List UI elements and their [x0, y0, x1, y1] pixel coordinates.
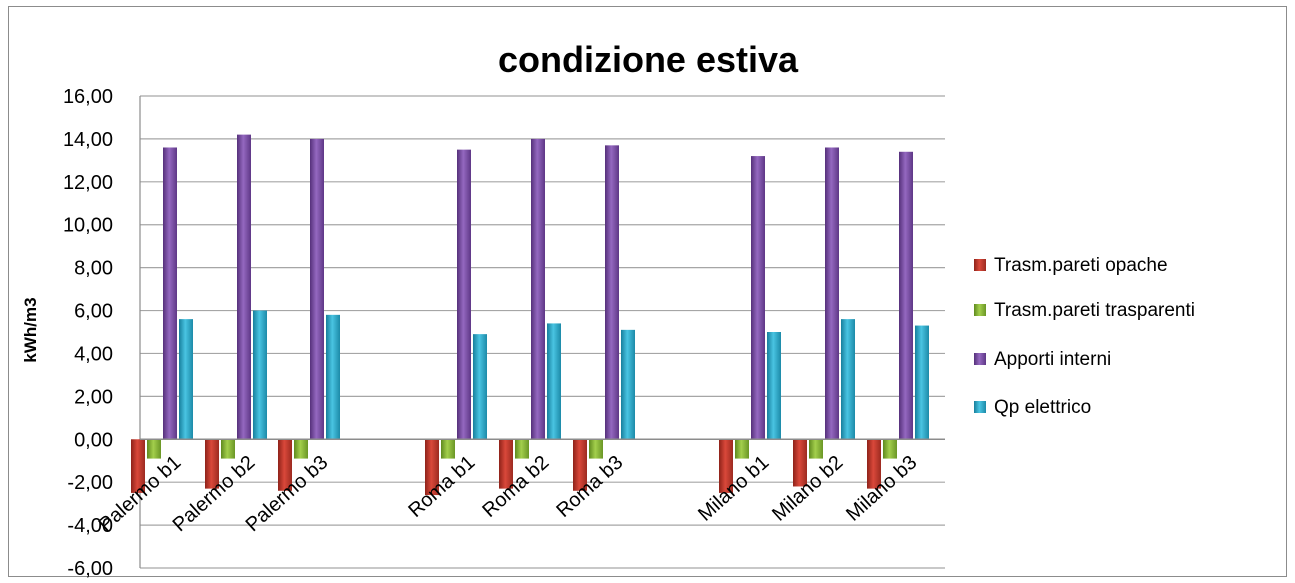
legend: Trasm.pareti opache Trasm.pareti traspare…	[974, 255, 1195, 418]
y-tick-label: 16,00	[63, 86, 113, 108]
legend-swatch	[974, 353, 986, 365]
legend-swatch	[974, 304, 986, 316]
bar	[531, 138, 545, 440]
legend-label: Apporti interni	[994, 349, 1111, 370]
bar	[205, 439, 219, 489]
bar	[809, 439, 823, 459]
bar	[457, 149, 471, 440]
bar	[131, 439, 145, 493]
bars	[131, 134, 929, 496]
chart-title: condizione estiva	[498, 39, 799, 80]
y-tick-label: -6,00	[67, 558, 113, 580]
bar	[767, 332, 781, 440]
bar	[883, 439, 897, 459]
legend-label: Qp elettrico	[994, 397, 1091, 418]
bar	[473, 334, 487, 440]
bar	[825, 147, 839, 440]
legend-swatch	[974, 259, 986, 271]
bar	[441, 439, 455, 459]
bar	[793, 439, 807, 487]
x-tick-label: Milano b3	[842, 451, 921, 525]
bar	[147, 439, 161, 459]
bar	[605, 145, 619, 440]
bar	[278, 439, 292, 491]
y-tick-label: 14,00	[63, 129, 113, 151]
y-tick-label: -2,00	[67, 472, 113, 494]
bar	[221, 439, 235, 459]
x-tick-label: Milano b1	[694, 451, 773, 525]
bar	[310, 138, 324, 440]
bar	[719, 439, 733, 493]
bar	[735, 439, 749, 459]
y-tick-label: 8,00	[74, 258, 113, 280]
bar	[915, 325, 929, 440]
y-tick-label: 2,00	[74, 386, 113, 408]
legend-swatch	[974, 401, 986, 413]
legend-label: Trasm.pareti trasparenti	[994, 300, 1195, 321]
bar	[253, 310, 267, 440]
y-tick-label: 10,00	[63, 215, 113, 237]
x-tick-label: Roma b3	[552, 451, 627, 522]
bar	[499, 439, 513, 489]
x-tick-label: Roma b1	[404, 451, 479, 522]
bar	[841, 319, 855, 440]
bar	[163, 147, 177, 440]
y-tick-label: 0,00	[74, 429, 113, 451]
bar	[425, 439, 439, 496]
bar	[573, 439, 587, 491]
bar	[179, 319, 193, 440]
bar	[294, 439, 308, 459]
bar	[326, 314, 340, 440]
y-tick-label: 6,00	[74, 301, 113, 323]
y-axis-ticks: 16,00 14,00 12,00 10,00 8,00 6,00 4,00 2,00 0,00…	[63, 86, 113, 580]
bar	[589, 439, 603, 459]
legend-label: Trasm.pareti opache	[994, 255, 1168, 276]
bar	[867, 439, 881, 489]
bar	[547, 323, 561, 440]
bar	[237, 134, 251, 440]
bar	[621, 329, 635, 440]
bar	[751, 156, 765, 440]
x-tick-label: Roma b2	[478, 451, 553, 522]
y-tick-label: 12,00	[63, 172, 113, 194]
y-tick-label: 4,00	[74, 343, 113, 365]
x-tick-label: Milano b2	[768, 451, 847, 525]
bar	[515, 439, 529, 459]
bar	[899, 151, 913, 440]
y-tick-label: -4,00	[67, 515, 113, 537]
y-axis-label: kWh/m3	[21, 297, 40, 362]
